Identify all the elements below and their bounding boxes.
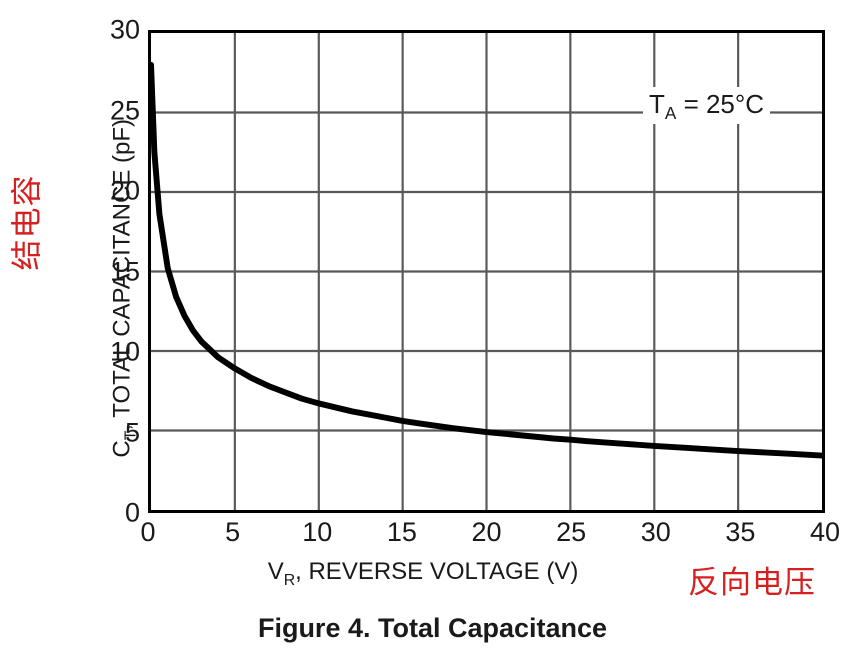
capacitance-curve [151, 61, 822, 459]
figure-caption: Figure 4. Total Capacitance [257, 613, 608, 643]
y-tick-20: 20 [109, 175, 140, 206]
temperature-subscript: A [664, 103, 677, 124]
x-axis-title-rest: , REVERSE VOLTAGE (V) [295, 558, 579, 585]
y-tick-5: 5 [124, 417, 140, 447]
y-axis-title: CT, TOTAL CAPACITANCE (pF) [109, 38, 140, 538]
cn-annotation-yaxis: 结电容 [9, 174, 46, 271]
y-axis-title-wrapper: CT, TOTAL CAPACITANCE (pF) [60, 30, 140, 513]
temperature-annotation: TA = 25°C [643, 87, 771, 125]
y-axis-title-rest: , TOTAL CAPACITANCE (pF) [108, 119, 136, 431]
x-tick-35: 35 [725, 517, 756, 547]
cn-annotation-xaxis: 反向电压 [688, 565, 816, 601]
x-tick-0: 0 [140, 517, 156, 547]
y-tick-0: 0 [124, 497, 140, 528]
x-axis-title-prefix: V [267, 558, 284, 585]
y-tick-15: 15 [109, 256, 140, 286]
y-axis-title-subscript: T [122, 430, 140, 441]
x-tick-20: 20 [471, 517, 502, 547]
x-tick-10: 10 [302, 517, 333, 547]
temperature-prefix: T [649, 89, 665, 119]
x-axis-title: VR, REVERSE VOLTAGE (V) [148, 558, 698, 589]
y-axis-tick-labels: 30 25 20 15 10 5 0 [78, 16, 140, 526]
x-tick-40: 40 [809, 517, 841, 547]
x-axis-title-subscript: R [283, 571, 296, 589]
y-tick-25: 25 [109, 95, 140, 125]
x-tick-5: 5 [225, 517, 241, 547]
plot-area: TA = 25°C [148, 30, 825, 513]
y-tick-30: 30 [109, 14, 140, 45]
x-tick-15: 15 [386, 517, 417, 547]
x-tick-30: 30 [640, 517, 671, 547]
temperature-value: = 25°C [676, 89, 765, 119]
y-tick-10: 10 [109, 336, 140, 367]
x-tick-25: 25 [556, 517, 587, 547]
y-axis-title-prefix: C [108, 440, 136, 458]
x-axis-tick-labels: 0 5 10 15 20 25 30 35 40 [140, 517, 840, 555]
